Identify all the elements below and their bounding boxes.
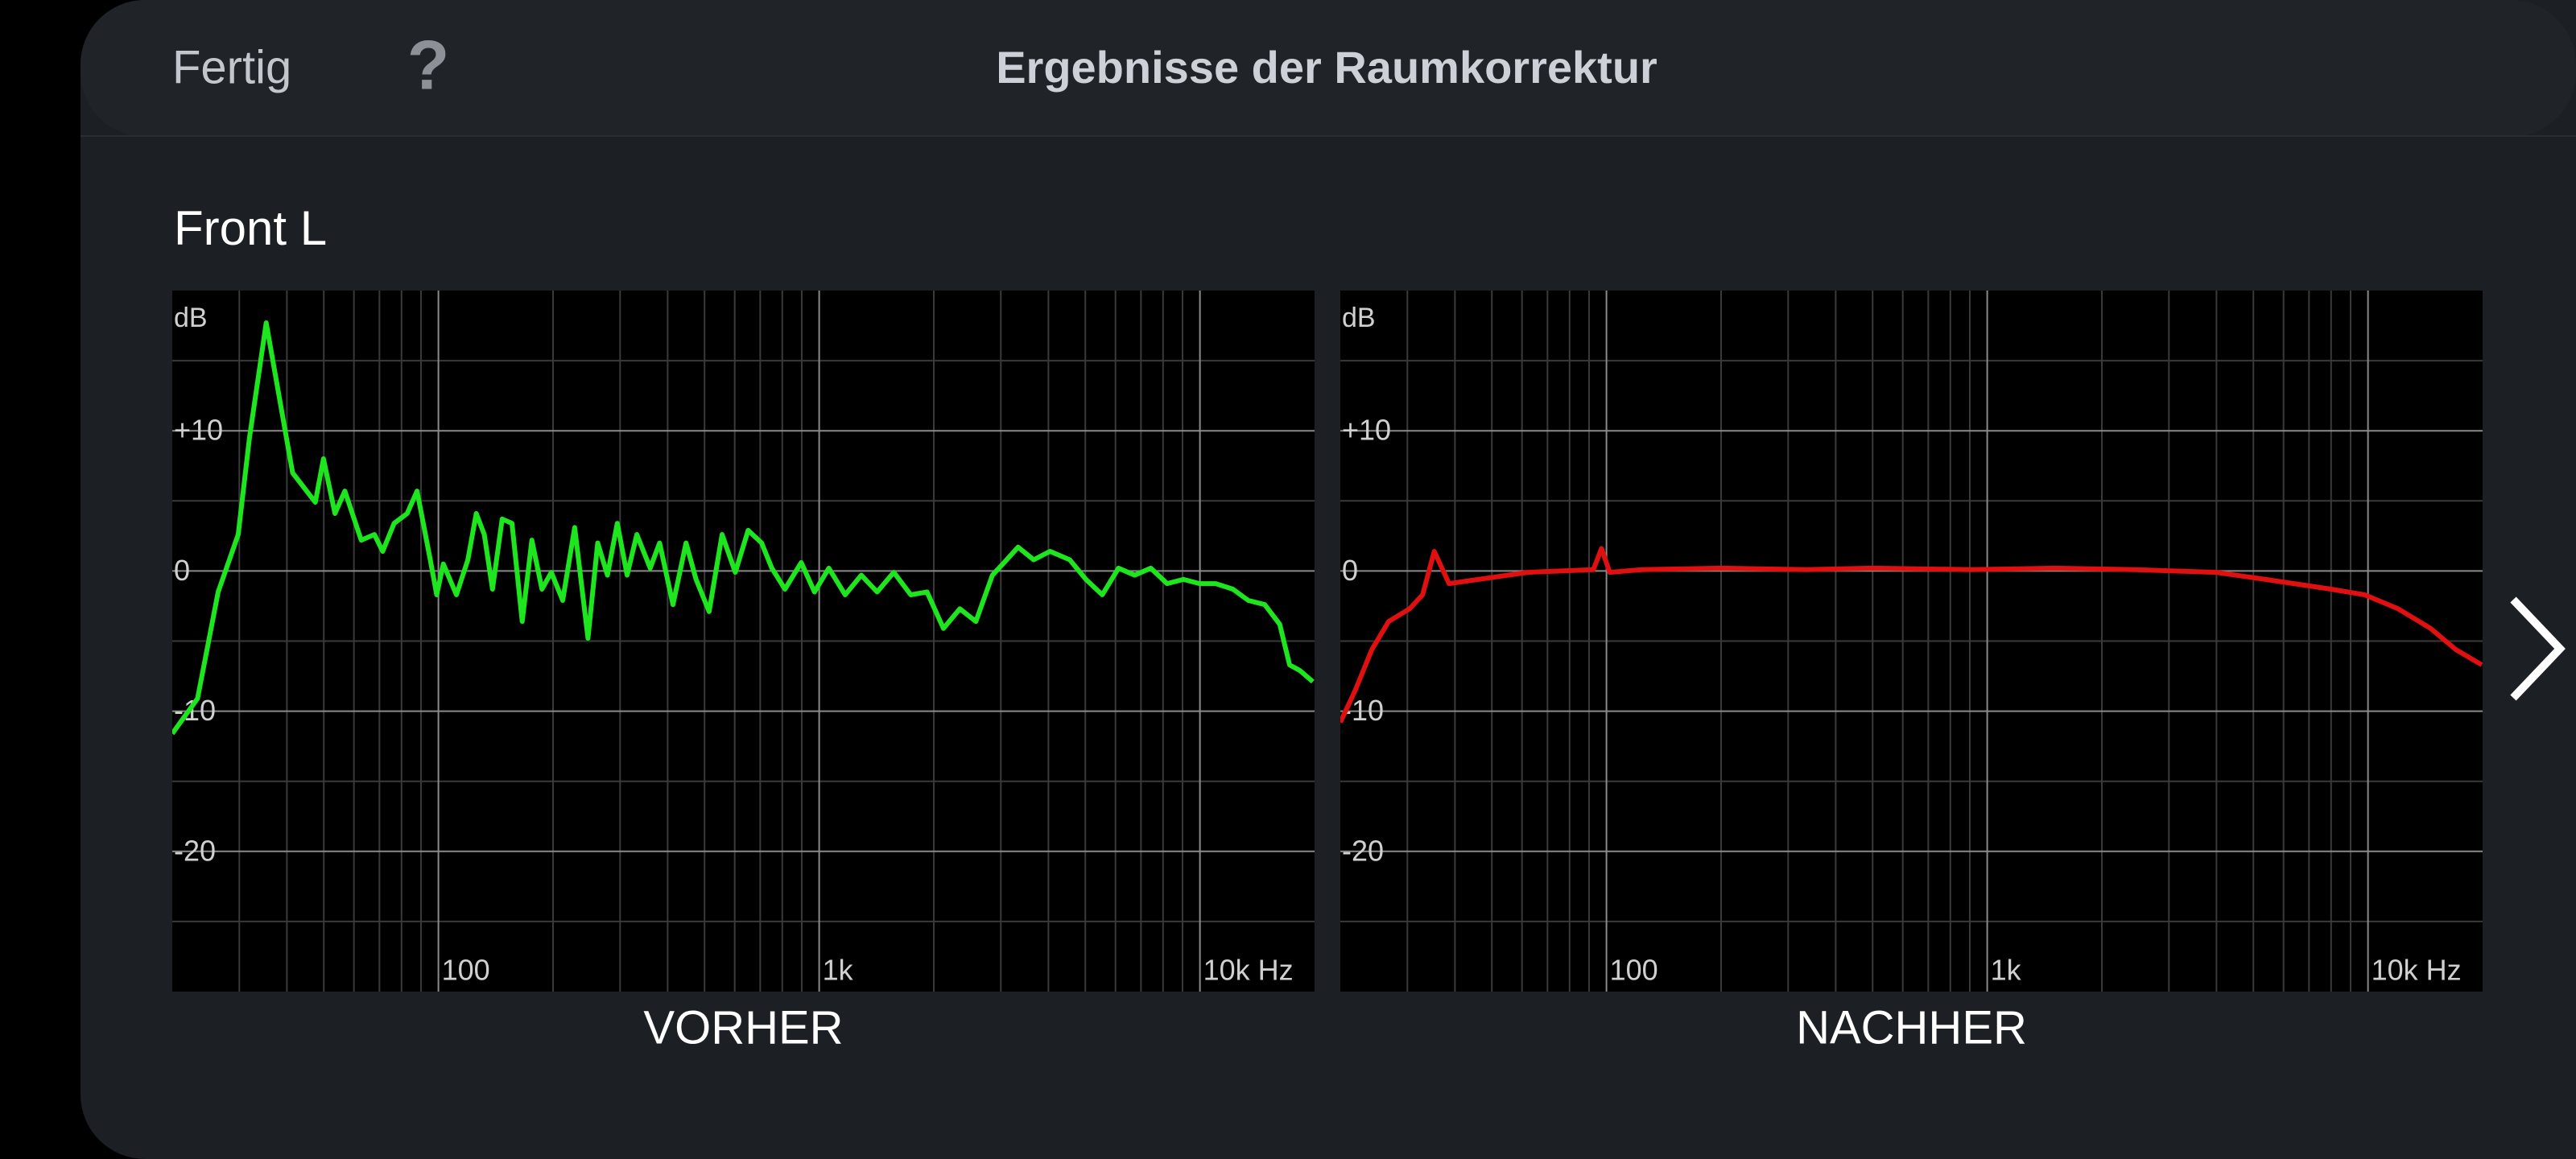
channel-title: Front L <box>174 201 327 255</box>
y-tick-label: 0 <box>1342 554 1358 587</box>
y-tick-label: -20 <box>174 834 216 867</box>
x-tick-label: 1k <box>1991 954 2022 987</box>
help-button[interactable]: ? <box>407 27 450 105</box>
chart-caption: NACHHER <box>1796 1001 2027 1054</box>
y-tick-label: 0 <box>174 554 190 587</box>
y-axis-label: dB <box>174 303 208 333</box>
x-tick-label: 100 <box>1610 954 1658 987</box>
done-button[interactable]: Fertig <box>172 41 291 93</box>
y-tick-label: -20 <box>1342 834 1384 867</box>
x-tick-label: 10k Hz <box>2372 954 2462 987</box>
top-bar <box>80 0 2576 137</box>
x-tick-label: 10k Hz <box>1203 954 1294 987</box>
next-button[interactable] <box>2510 596 2566 701</box>
y-tick-label: +10 <box>1342 414 1391 447</box>
x-tick-label: 1k <box>823 954 854 987</box>
response-line <box>1340 546 2483 724</box>
divider <box>80 135 2576 137</box>
x-tick-label: 100 <box>442 954 490 987</box>
screen-title: Ergebnisse der Raumkorrektur <box>996 42 1657 93</box>
response-line <box>172 320 1315 736</box>
chart-caption: VORHER <box>643 1001 843 1054</box>
y-tick-label: +10 <box>174 414 223 447</box>
y-axis-label: dB <box>1342 303 1376 333</box>
